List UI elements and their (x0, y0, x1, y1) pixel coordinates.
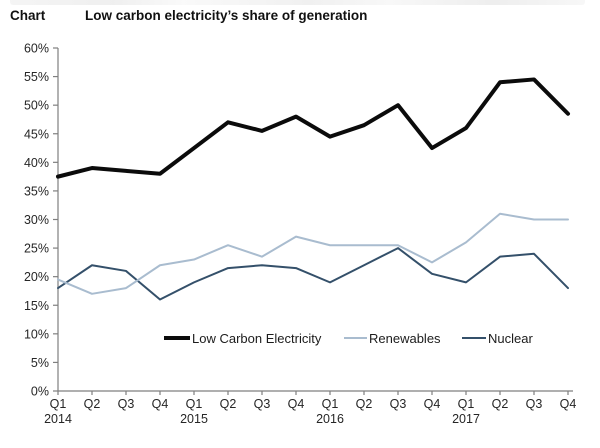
x-tick-label: Q3 (390, 397, 407, 411)
x-year-label: 2015 (180, 412, 208, 426)
x-tick-label: Q2 (84, 397, 101, 411)
series-line-renewables (57, 212, 569, 295)
series-line-low-carbon-electricity (56, 77, 570, 179)
x-year-label: 2016 (316, 412, 344, 426)
x-year-label: 2017 (452, 412, 480, 426)
x-tick-label: Q4 (288, 397, 305, 411)
y-tick-label: 20% (24, 270, 49, 284)
legend-label-renewables: Renewables (369, 330, 441, 346)
y-tick-label: 55% (24, 70, 49, 84)
x-tick-label: Q2 (492, 397, 509, 411)
legend-item-renewables: Renewables (344, 330, 441, 346)
y-tick-label: 50% (24, 99, 49, 113)
x-tick-label: Q4 (152, 397, 169, 411)
x-tick-label: Q2 (220, 397, 237, 411)
x-tick-label: Q1 (50, 397, 67, 411)
y-tick-label: 45% (24, 127, 49, 141)
y-tick-label: 25% (24, 242, 49, 256)
series-line-nuclear (57, 247, 569, 301)
y-tick-label: 15% (24, 299, 49, 313)
x-tick-label: Q3 (254, 397, 271, 411)
chart-title: Low carbon electricity’s share of genera… (85, 8, 368, 23)
nuclear-legend-swatch (462, 337, 486, 339)
y-tick-label: 5% (31, 356, 49, 370)
x-tick-label: Q4 (560, 397, 577, 411)
y-tick-label: 10% (24, 327, 49, 341)
x-tick-label: Q2 (356, 397, 373, 411)
legend-item-low-carbon-electricity: Low Carbon Electricity (164, 330, 321, 346)
x-tick-label: Q1 (458, 397, 475, 411)
legend-label-low-carbon-electricity: Low Carbon Electricity (192, 330, 322, 346)
legend-item-nuclear: Nuclear (462, 330, 533, 346)
y-tick-label: 0% (31, 385, 49, 399)
x-tick-label: Q3 (118, 397, 135, 411)
scan-edge-artifact (10, 0, 585, 5)
y-tick-label: 35% (24, 184, 49, 198)
x-tick-label: Q3 (526, 397, 543, 411)
x-tick-label: Q4 (424, 397, 441, 411)
renewables-legend-swatch (344, 337, 367, 339)
legend-label-nuclear: Nuclear (488, 330, 533, 346)
x-year-label: 2014 (44, 412, 72, 426)
y-tick-label: 40% (24, 156, 49, 170)
chart-header: Chart Low carbon electricity’s share of … (10, 8, 590, 23)
y-tick-label: 30% (24, 213, 49, 227)
low-carbon-electricity-legend-swatch (164, 336, 190, 340)
y-tick-label: 60% (24, 42, 49, 56)
x-tick-label: Q1 (186, 397, 203, 411)
x-tick-label: Q1 (322, 397, 339, 411)
chart-kicker: Chart (10, 8, 46, 23)
